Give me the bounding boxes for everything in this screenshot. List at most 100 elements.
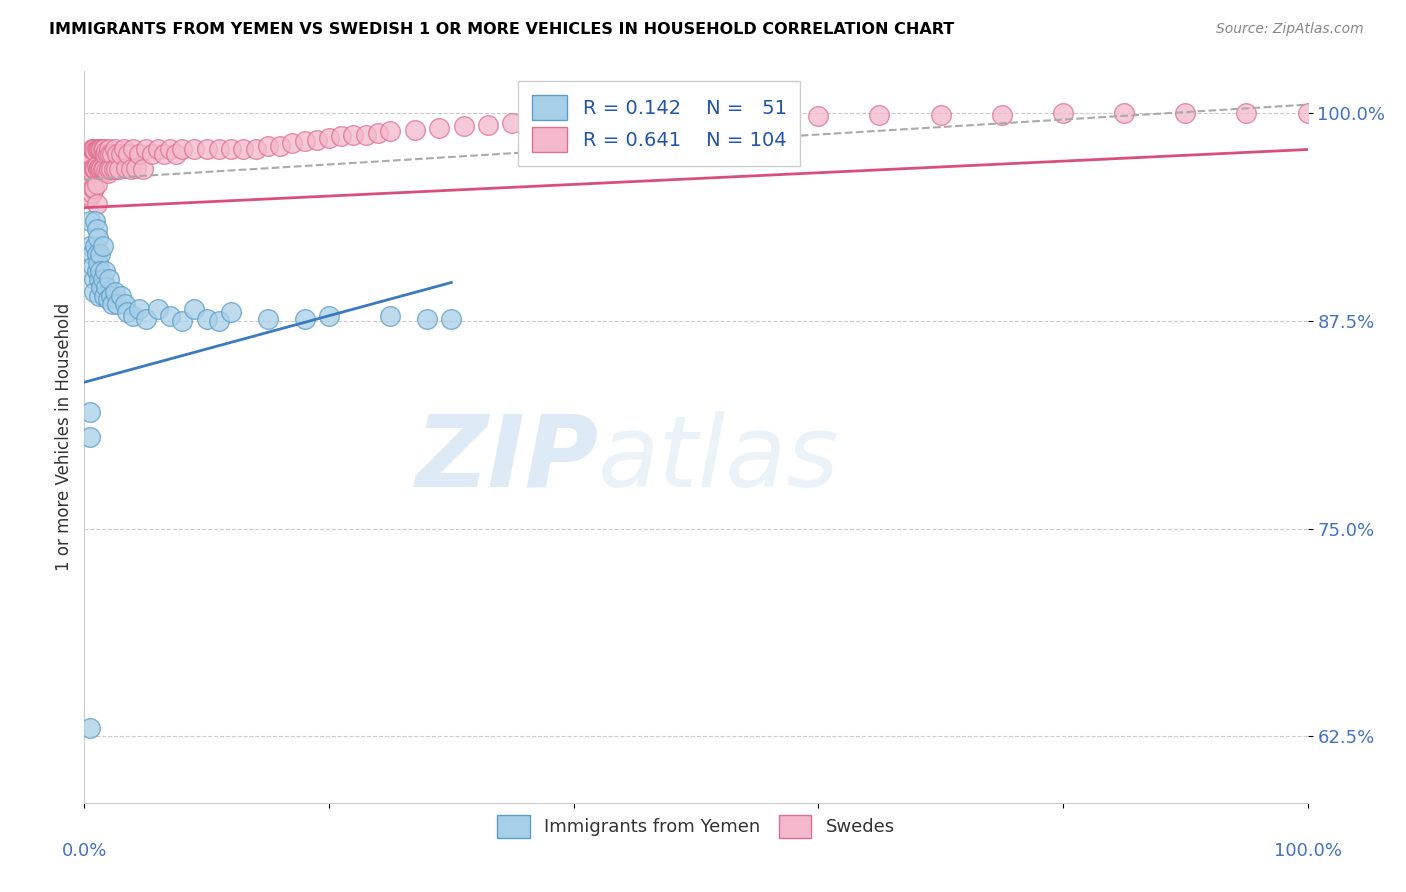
Point	[86, 143, 108, 157]
Point	[208, 314, 231, 328]
Point	[128, 301, 150, 317]
Point	[440, 312, 463, 326]
Point	[80, 164, 103, 178]
Point	[97, 143, 120, 157]
Point	[416, 312, 439, 326]
Point	[1174, 106, 1197, 120]
Point	[991, 107, 1014, 121]
Point	[79, 147, 101, 161]
Point	[82, 143, 104, 157]
Point	[82, 161, 104, 175]
Text: IMMIGRANTS FROM YEMEN VS SWEDISH 1 OR MORE VEHICLES IN HOUSEHOLD CORRELATION CHA: IMMIGRANTS FROM YEMEN VS SWEDISH 1 OR MO…	[49, 22, 955, 37]
Point	[97, 292, 120, 306]
Point	[101, 147, 124, 161]
Point	[77, 172, 100, 186]
Point	[141, 147, 163, 161]
Point	[132, 162, 155, 177]
Point	[257, 139, 280, 153]
Point	[427, 120, 450, 135]
Point	[98, 147, 121, 161]
Point	[79, 214, 101, 228]
Point	[97, 272, 120, 286]
Point	[86, 159, 108, 173]
Point	[82, 259, 104, 273]
Point	[380, 309, 402, 323]
Point	[183, 301, 205, 317]
Text: atlas: atlas	[598, 410, 839, 508]
Point	[146, 301, 169, 317]
Point	[318, 131, 340, 145]
Point	[79, 721, 101, 735]
Y-axis label: 1 or more Vehicles in Household: 1 or more Vehicles in Household	[55, 303, 73, 571]
Point	[120, 162, 142, 177]
Point	[94, 147, 117, 161]
Point	[115, 161, 138, 175]
Point	[79, 430, 101, 444]
Point	[80, 143, 103, 157]
Point	[354, 128, 377, 142]
Point	[103, 162, 125, 177]
Point	[77, 155, 100, 169]
Point	[367, 126, 389, 140]
Point	[305, 132, 328, 146]
Point	[245, 143, 267, 157]
Point	[172, 314, 194, 328]
Point	[153, 147, 176, 161]
Point	[135, 312, 157, 326]
Point	[97, 162, 120, 177]
Text: 0.0%: 0.0%	[62, 842, 107, 860]
Point	[91, 143, 114, 157]
Point	[112, 143, 135, 157]
Point	[219, 143, 242, 157]
Point	[110, 289, 132, 303]
Point	[84, 239, 107, 253]
Text: Source: ZipAtlas.com: Source: ZipAtlas.com	[1216, 22, 1364, 37]
Point	[87, 143, 110, 157]
Point	[97, 147, 120, 161]
Point	[128, 147, 150, 161]
Point	[77, 180, 100, 194]
Point	[84, 162, 107, 177]
Point	[599, 112, 621, 127]
Point	[550, 114, 572, 128]
Point	[122, 309, 145, 323]
Point	[269, 139, 291, 153]
Point	[1052, 106, 1074, 120]
Point	[1296, 106, 1319, 120]
Point	[122, 143, 145, 157]
Point	[89, 247, 111, 261]
Point	[79, 405, 101, 419]
Point	[84, 144, 107, 158]
Point	[96, 280, 118, 294]
Point	[502, 116, 524, 130]
Point	[526, 116, 548, 130]
Point	[97, 166, 120, 180]
Point	[294, 312, 316, 326]
Point	[135, 143, 157, 157]
Point	[94, 264, 117, 278]
Point	[90, 161, 112, 175]
Point	[195, 312, 218, 326]
Point	[83, 285, 105, 300]
Point	[117, 147, 139, 161]
Point	[115, 305, 138, 319]
Point	[107, 162, 129, 177]
Point	[87, 230, 110, 244]
Point	[79, 189, 101, 203]
Point	[83, 143, 105, 157]
Point	[294, 134, 316, 148]
Point	[100, 162, 122, 177]
Point	[77, 147, 100, 161]
Point	[79, 164, 101, 178]
Point	[93, 162, 115, 177]
Point	[86, 264, 108, 278]
Point	[89, 264, 111, 278]
Point	[83, 180, 105, 194]
Point	[232, 143, 254, 157]
Point	[104, 285, 127, 300]
Point	[87, 272, 110, 286]
Point	[84, 214, 107, 228]
Text: 100.0%: 100.0%	[1274, 842, 1341, 860]
Point	[104, 143, 127, 157]
Point	[208, 143, 231, 157]
